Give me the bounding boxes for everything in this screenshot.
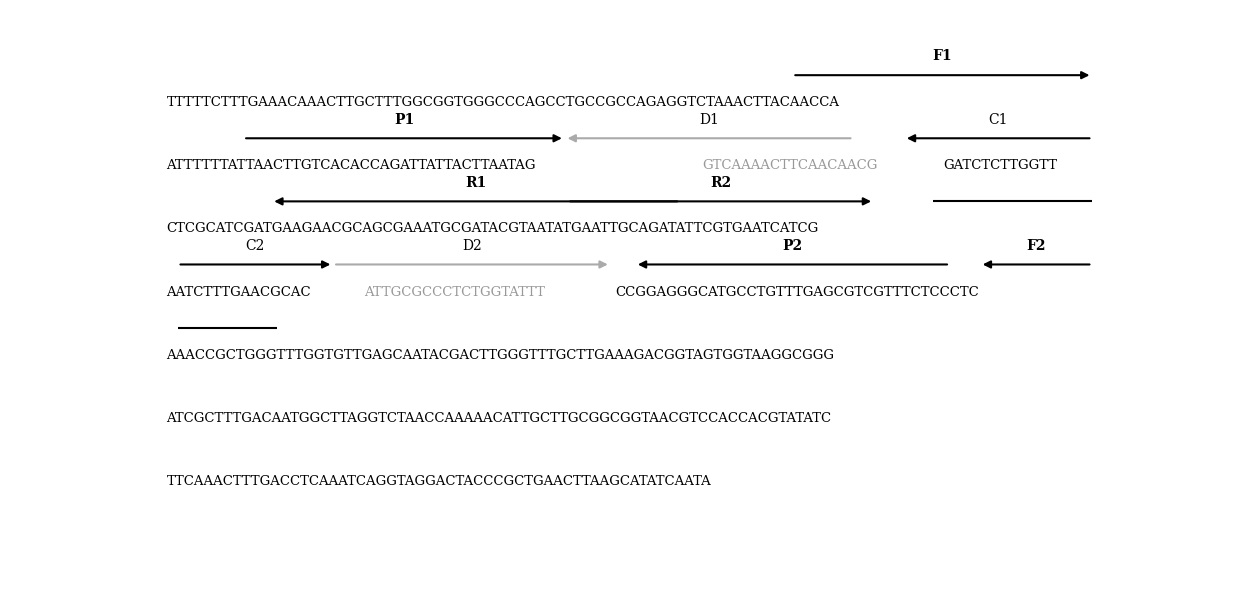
Text: TTTTTCTTTGAAACAAACTTGCTTTGGCGGTGGGCCCAGCCTGCCGCCAGAGGTCTAAACTTACAACCA: TTTTTCTTTGAAACAAACTTGCTTTGGCGGTGGGCCCAGC… (166, 97, 839, 109)
Text: D1: D1 (699, 112, 719, 127)
Text: C1: C1 (989, 112, 1007, 127)
Text: F2: F2 (1026, 239, 1046, 253)
Text: P1: P1 (394, 112, 414, 127)
Text: ATTGCGCCCTCTGGTATTT: ATTGCGCCCTCTGGTATTT (364, 285, 545, 299)
Text: ATCGCTTTGACAATGGCTTAGGTCTAACCAAAAACATTGCTTGCGGCGGTAACGTCCACCACGTATATC: ATCGCTTTGACAATGGCTTAGGTCTAACCAAAAACATTGC… (166, 412, 831, 425)
Text: GATCTCTTGGTT: GATCTCTTGGTT (943, 159, 1057, 172)
Text: D2: D2 (462, 239, 482, 253)
Text: C2: C2 (245, 239, 265, 253)
Text: ATTTTTTATTAACTTGTCACACCAGATTATTACTTAATAG: ATTTTTTATTAACTTGTCACACCAGATTATTACTTAATAG (166, 159, 536, 172)
Text: AAACCGCTGGGTTTGGTGTTGAGCAATACGACTTGGGTTTGCTTGAAAGACGGTAGTGGTAAGGCGGG: AAACCGCTGGGTTTGGTGTTGAGCAATACGACTTGGGTTT… (166, 348, 834, 362)
Text: CTCGCATCGATGAAGAACGCAGCGAAATGCGATACGTAATATGAATTGCAGATATTCGTGAATCATCG: CTCGCATCGATGAAGAACGCAGCGAAATGCGATACGTAAT… (166, 222, 819, 236)
Text: CCGGAGGGCATGCCTGTTTGAGCGTCGTTTCTCCCTC: CCGGAGGGCATGCCTGTTTGAGCGTCGTTTCTCCCTC (616, 285, 979, 299)
Text: R1: R1 (465, 175, 486, 189)
Text: TTCAAACTTTGACCTCAAATCAGGTAGGACTACCCGCTGAACTTAAGCATATCAATA: TTCAAACTTTGACCTCAAATCAGGTAGGACTACCCGCTGA… (166, 475, 711, 488)
Text: GTCAAAACTTCAACAACG: GTCAAAACTTCAACAACG (703, 159, 877, 172)
Text: F1: F1 (933, 50, 953, 64)
Text: P2: P2 (782, 239, 803, 253)
Text: R2: R2 (710, 175, 731, 189)
Text: AATCTTTGAACGCAC: AATCTTTGAACGCAC (166, 285, 311, 299)
